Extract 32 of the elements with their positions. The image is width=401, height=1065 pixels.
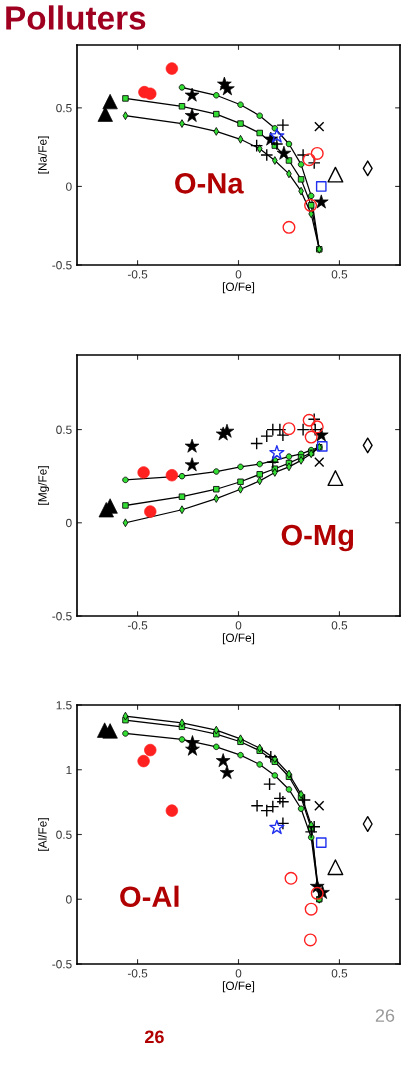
chart-title: Polluters: [6, 5, 146, 30]
x-axis-title: [O/Fe]: [222, 981, 255, 993]
y-tick-label: 0: [66, 182, 72, 191]
text: 26: [375, 1009, 395, 1022]
x-tick-label: 0.5: [331, 621, 348, 630]
y-axis-title: [Mg/Fe]: [38, 466, 50, 505]
x-tick-label: -0.5: [127, 621, 148, 630]
y-axis-title: [Al/Fe]: [38, 818, 50, 851]
annotation: O-Al: [120, 885, 179, 908]
x-axis-title: [O/Fe]: [222, 282, 255, 294]
y-tick-label: 0.5: [56, 103, 72, 113]
x-tick-label: 0: [235, 969, 242, 978]
text: 26: [144, 1030, 164, 1044]
y-tick-label: 0.5: [56, 830, 72, 839]
y-tick-label: -0.5: [52, 261, 72, 270]
x-tick-label: 0: [235, 621, 242, 630]
annotation: O-Na: [175, 172, 244, 194]
y-tick-label: -0.5: [52, 612, 72, 621]
y-tick-label: -0.5: [52, 960, 72, 969]
x-tick-label: -0.5: [127, 969, 148, 978]
x-tick-label: 0.5: [331, 270, 348, 279]
x-tick-label: 0.5: [331, 969, 348, 978]
y-tick-label: 0: [66, 518, 72, 528]
y-tick-label: 0: [66, 895, 72, 904]
annotation: O-Mg: [281, 524, 354, 552]
x-tick-label: 0: [235, 270, 242, 279]
y-axis-title: [Na/Fe]: [38, 136, 50, 174]
y-tick-label: 1: [66, 765, 72, 775]
x-tick-label: -0.5: [127, 270, 148, 279]
y-tick-label: 1.5: [56, 701, 72, 710]
y-tick-label: 0.5: [56, 425, 72, 434]
x-axis-title: [O/Fe]: [222, 633, 255, 645]
